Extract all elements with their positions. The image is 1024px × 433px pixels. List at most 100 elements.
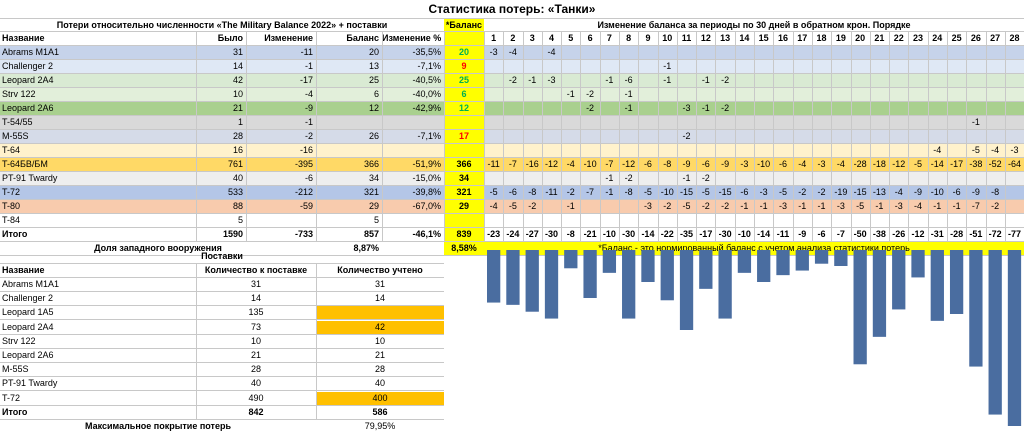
chart-bar-7 — [602, 250, 617, 273]
period-cell — [869, 130, 890, 143]
period-cell: -8 — [522, 186, 542, 199]
period-label: 7 — [606, 33, 612, 43]
delivery-row-gridline — [0, 319, 444, 321]
row-gridline — [0, 143, 1024, 144]
period-label: 6 — [587, 33, 593, 43]
deliveries-col-header: Название — [2, 265, 45, 275]
period-gridline — [773, 32, 775, 242]
period-label: 13 — [720, 33, 731, 43]
delivery-name: M-55S — [2, 364, 29, 375]
period-cell — [773, 88, 793, 101]
period-cell: -3 — [773, 200, 793, 213]
delivery-row-gridline — [0, 291, 444, 292]
period-cell — [503, 88, 523, 101]
period-cell — [985, 46, 1005, 59]
chart-bar-28 — [1007, 250, 1022, 426]
period-gridline — [522, 32, 524, 242]
period-cell: -18 — [869, 158, 890, 171]
period-cell: -11 — [484, 158, 504, 171]
chart-bar-16 — [776, 250, 790, 276]
period-cell: -2 — [619, 172, 639, 185]
period-cell — [561, 60, 581, 73]
period-cell — [1004, 60, 1024, 73]
period-cell — [734, 60, 755, 73]
row-name: Challenger 2 — [0, 60, 196, 73]
row-pct — [382, 116, 444, 129]
period-cell: -2 — [715, 102, 735, 115]
period-label: 8 — [626, 33, 632, 43]
period-cell — [773, 102, 793, 115]
row-norm-balance — [444, 144, 484, 157]
period-cell — [638, 60, 658, 73]
delivery-planned: 135 — [248, 307, 264, 318]
period-cell — [561, 46, 581, 59]
period-cell: -1 — [792, 200, 812, 213]
chart-bar-5 — [564, 250, 578, 269]
col-gridline — [196, 32, 197, 242]
period-cell — [889, 46, 909, 59]
period-cell — [657, 130, 677, 143]
delivery-header-gridline — [0, 263, 444, 264]
period-cell: -1 — [734, 200, 755, 213]
period-total: -12 — [911, 229, 925, 239]
period-cell — [503, 214, 523, 227]
period-cell — [850, 88, 870, 101]
period-cell — [773, 172, 793, 185]
row-balance — [316, 116, 382, 129]
period-cell — [889, 102, 909, 115]
period-cell: -4 — [561, 158, 581, 171]
period-cell — [561, 74, 581, 87]
period-cell — [676, 88, 697, 101]
period-cell — [599, 88, 620, 101]
row-was: 533 — [196, 186, 246, 199]
period-cell — [734, 102, 755, 115]
delivery-col-gridline — [196, 264, 197, 420]
period-cell: -10 — [657, 186, 677, 199]
period-cell — [985, 130, 1005, 143]
row-was: 88 — [196, 200, 246, 213]
period-cell: -2 — [503, 74, 523, 87]
period-cell: -9 — [908, 186, 928, 199]
period-cell — [773, 214, 793, 227]
row-change: -1 — [246, 60, 316, 73]
period-gridline — [715, 32, 717, 242]
period-cell — [869, 74, 890, 87]
period-cell: -10 — [580, 158, 600, 171]
period-cell: -1 — [696, 74, 716, 87]
period-cell — [754, 214, 774, 227]
delivery-planned: 21 — [250, 350, 261, 360]
period-cell — [484, 130, 504, 143]
delivery-counted: 586 — [372, 406, 388, 417]
chart-bar-4 — [544, 250, 559, 319]
period-cell — [1004, 88, 1024, 101]
period-cell: -5 — [908, 158, 928, 171]
row-norm-balance: 17 — [444, 130, 484, 143]
periods-header: Изменение баланса за периоды по 30 дней … — [597, 20, 911, 30]
period-cell — [850, 74, 870, 87]
period-cell — [908, 46, 928, 59]
period-total: -51 — [969, 229, 983, 239]
row-change: -16 — [246, 144, 316, 157]
period-cell — [599, 116, 620, 129]
row-name: M-55S — [0, 130, 196, 143]
period-total: -26 — [892, 229, 906, 239]
period-cell — [657, 144, 677, 157]
period-cell — [985, 172, 1005, 185]
period-label: 3 — [529, 33, 535, 43]
period-cell — [850, 60, 870, 73]
period-cell — [792, 46, 812, 59]
period-cell — [638, 172, 658, 185]
period-cell: -3 — [484, 46, 504, 59]
period-cell: -12 — [889, 158, 909, 171]
period-cell — [580, 46, 600, 59]
period-cell — [734, 144, 755, 157]
period-cell: -2 — [811, 186, 832, 199]
period-cell — [927, 116, 947, 129]
period-cell — [831, 46, 851, 59]
period-label: 18 — [816, 33, 827, 43]
period-total: -27 — [525, 229, 539, 239]
period-cell — [541, 60, 562, 73]
row-pct: -51,9% — [382, 158, 444, 171]
period-cell: -2 — [657, 200, 677, 213]
row-change: -4 — [246, 88, 316, 101]
